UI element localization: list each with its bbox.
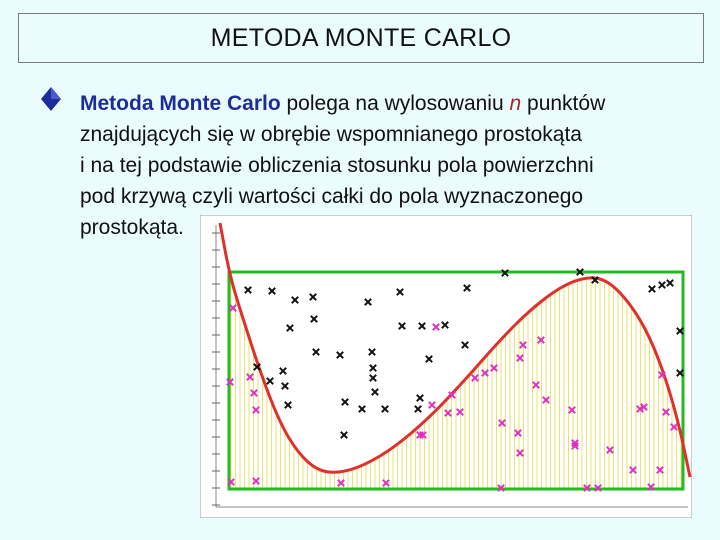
- sample-point-above: [368, 348, 376, 356]
- sample-point-above: [461, 341, 469, 349]
- sample-point-above: [591, 276, 599, 284]
- diamond-bullet-icon: [41, 87, 61, 111]
- sample-point-above: [291, 296, 299, 304]
- sample-point-above: [310, 315, 318, 323]
- term-monte-carlo: Metoda Monte Carlo: [80, 92, 281, 115]
- sample-point-below: [594, 484, 602, 492]
- function-curve: [218, 222, 692, 478]
- sample-point-below: [670, 423, 678, 431]
- sample-point-below: [568, 406, 576, 414]
- body-line-5: prostokąta.: [80, 216, 184, 239]
- figure-frame: [200, 215, 692, 518]
- sample-point-below: [490, 364, 498, 372]
- body-text-1a: polega na wylosowaniu: [280, 92, 510, 115]
- sample-point-above: [358, 405, 366, 413]
- sample-point-below: [532, 381, 540, 389]
- sample-point-below: [419, 431, 427, 439]
- points-below-curve: [226, 304, 678, 492]
- sample-point-above: [648, 285, 656, 293]
- sample-point-below: [382, 479, 390, 487]
- sample-point-above: [336, 351, 344, 359]
- sample-point-below: [444, 409, 452, 417]
- sample-point-below: [583, 484, 591, 492]
- sample-point-above: [396, 288, 404, 296]
- sample-point-below: [640, 403, 648, 411]
- sample-point-below: [471, 374, 479, 382]
- variable-n: n: [509, 92, 522, 115]
- sample-point-below: [629, 466, 637, 474]
- y-axis: [212, 225, 688, 508]
- title-box: METODA MONTE CARLO: [18, 13, 704, 63]
- sample-point-below: [571, 442, 579, 450]
- sample-point-above: [676, 369, 684, 377]
- sample-point-below: [250, 389, 258, 397]
- body-line-2: znajdujących się w obrębie wspomnianego …: [80, 123, 582, 146]
- sample-point-below: [246, 373, 254, 381]
- sample-point-below: [542, 396, 550, 404]
- sample-point-above: [284, 401, 292, 409]
- sample-point-below: [519, 341, 527, 349]
- sample-point-above: [576, 268, 584, 276]
- sample-point-below: [516, 354, 524, 362]
- sample-point-above: [279, 367, 287, 375]
- sample-point-above: [463, 284, 471, 292]
- sample-point-above: [309, 293, 317, 301]
- sample-point-above: [398, 322, 406, 330]
- sample-point-below: [229, 304, 237, 312]
- sample-point-below: [337, 479, 345, 487]
- sample-point-below: [456, 408, 464, 416]
- sample-point-below: [636, 405, 644, 413]
- sample-point-below: [658, 371, 666, 379]
- sample-point-below: [252, 406, 260, 414]
- slide-title: METODA MONTE CARLO: [210, 23, 512, 52]
- sample-point-above: [416, 394, 424, 402]
- sample-point-above: [425, 355, 433, 363]
- sample-point-above: [414, 405, 422, 413]
- sample-point-below: [514, 429, 522, 437]
- sample-point-below: [226, 378, 234, 386]
- sample-point-above: [658, 281, 666, 289]
- sample-point-above: [268, 287, 276, 295]
- sample-point-below: [662, 408, 670, 416]
- sample-point-below: [647, 483, 655, 491]
- points-above-curve: [244, 268, 684, 439]
- sample-point-below: [606, 446, 614, 454]
- sample-point-above: [341, 398, 349, 406]
- sample-point-above: [418, 322, 426, 330]
- sample-point-above: [381, 405, 389, 413]
- sample-point-above: [676, 327, 684, 335]
- sample-point-below: [497, 484, 505, 492]
- sample-point-below: [227, 478, 235, 486]
- sample-point-above: [441, 321, 449, 329]
- sample-point-above: [281, 382, 289, 390]
- sample-point-above: [266, 377, 274, 385]
- body-line-1: Metoda Monte Carlo polega na wylosowaniu…: [80, 88, 700, 119]
- sample-point-above: [312, 348, 320, 356]
- sample-point-below: [656, 466, 664, 474]
- area-under-curve-lines: [230, 277, 682, 489]
- body-line-3: i na tej podstawie obliczenia stosunku p…: [80, 154, 594, 177]
- sample-point-below: [537, 336, 545, 344]
- sample-point-below: [432, 323, 440, 331]
- sample-point-above: [666, 279, 674, 287]
- sample-point-below: [448, 391, 456, 399]
- sample-point-below: [498, 419, 506, 427]
- sample-point-above: [371, 388, 379, 396]
- body-text-1b: punktów: [521, 92, 606, 115]
- monte-carlo-figure: [200, 215, 692, 518]
- sample-point-below: [428, 401, 436, 409]
- slide-body: Metoda Monte Carlo polega na wylosowaniu…: [80, 88, 700, 243]
- sample-point-above: [501, 269, 509, 277]
- sample-point-above: [340, 431, 348, 439]
- sample-point-above: [369, 374, 377, 382]
- sample-point-below: [252, 477, 260, 485]
- sample-point-above: [286, 324, 294, 332]
- sample-point-above: [364, 298, 372, 306]
- sample-point-above: [253, 363, 261, 371]
- body-line-4: pod krzywą czyli wartości całki do pola …: [80, 185, 584, 208]
- sample-point-below: [516, 449, 524, 457]
- sample-point-above: [369, 364, 377, 372]
- sample-point-below: [481, 369, 489, 377]
- sample-point-above: [244, 286, 252, 294]
